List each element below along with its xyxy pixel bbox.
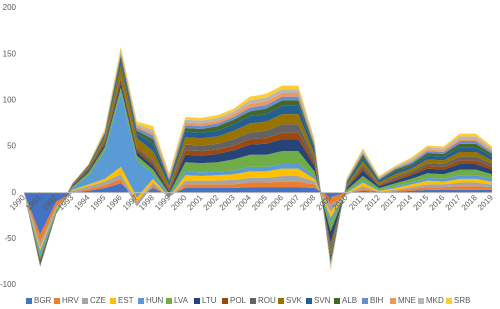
- x-tick-label: 2018: [460, 193, 479, 212]
- legend-label: HRV: [62, 296, 79, 305]
- legend-swatch: [334, 298, 340, 304]
- legend-swatch: [306, 298, 312, 304]
- x-tick-label: 2000: [169, 193, 188, 212]
- legend-swatch: [362, 298, 368, 304]
- x-tick-label: 2004: [234, 193, 253, 212]
- legend-swatch: [54, 298, 60, 304]
- legend-swatch: [26, 298, 32, 304]
- legend-label: BGR: [34, 296, 52, 305]
- y-tick-label: 50: [7, 142, 16, 151]
- legend-swatch: [138, 298, 144, 304]
- x-tick-label: 2016: [428, 193, 447, 212]
- x-tick-label: 2014: [395, 193, 414, 212]
- legend-label: MKD: [426, 296, 444, 305]
- x-tick-label: 2011: [347, 193, 366, 212]
- legend-swatch: [82, 298, 88, 304]
- x-tick-label: 1994: [73, 193, 92, 212]
- legend-label: EST: [118, 296, 134, 305]
- x-tick-label: 2019: [476, 193, 495, 212]
- legend-label: SRB: [454, 296, 470, 305]
- legend-label: SVN: [314, 296, 331, 305]
- x-tick-label: 2008: [298, 193, 317, 212]
- legend-label: CZE: [90, 296, 106, 305]
- legend-swatch: [194, 298, 200, 304]
- legend-swatch: [222, 298, 228, 304]
- legend-swatch: [110, 298, 116, 304]
- x-tick-label: 1996: [105, 193, 124, 212]
- legend-label: ALB: [342, 296, 357, 305]
- y-tick-label: -50: [4, 234, 16, 243]
- x-tick-label: 2005: [250, 193, 269, 212]
- legend-label: POL: [230, 296, 247, 305]
- legend-swatch: [166, 298, 172, 304]
- x-tick-label: 2017: [444, 193, 463, 212]
- legend-label: BIH: [370, 296, 384, 305]
- x-tick-label: 2015: [411, 193, 430, 212]
- x-tick-label: 2007: [282, 193, 301, 212]
- y-tick-label: -100: [0, 280, 17, 289]
- legend-label: ROU: [258, 296, 276, 305]
- legend-swatch: [418, 298, 424, 304]
- x-tick-label: 1995: [89, 193, 108, 212]
- y-tick-label: 200: [3, 3, 17, 12]
- x-tick-label: 2006: [266, 193, 285, 212]
- y-tick-label: 0: [12, 188, 17, 197]
- legend-label: MNE: [398, 296, 416, 305]
- legend-label: LVA: [174, 296, 189, 305]
- x-tick-label: 2002: [202, 193, 221, 212]
- legend-swatch: [250, 298, 256, 304]
- legend-swatch: [446, 298, 452, 304]
- x-tick-label: 2001: [185, 193, 204, 212]
- x-tick-label: 2012: [363, 193, 382, 212]
- legend-label: HUN: [146, 296, 164, 305]
- legend-swatch: [278, 298, 284, 304]
- legend-swatch: [390, 298, 396, 304]
- y-tick-label: 150: [3, 49, 17, 58]
- legend-label: LTU: [202, 296, 217, 305]
- x-tick-label: 2003: [218, 193, 237, 212]
- legend-label: SVK: [286, 296, 303, 305]
- x-tick-label: 2013: [379, 193, 398, 212]
- y-tick-label: 100: [3, 95, 17, 104]
